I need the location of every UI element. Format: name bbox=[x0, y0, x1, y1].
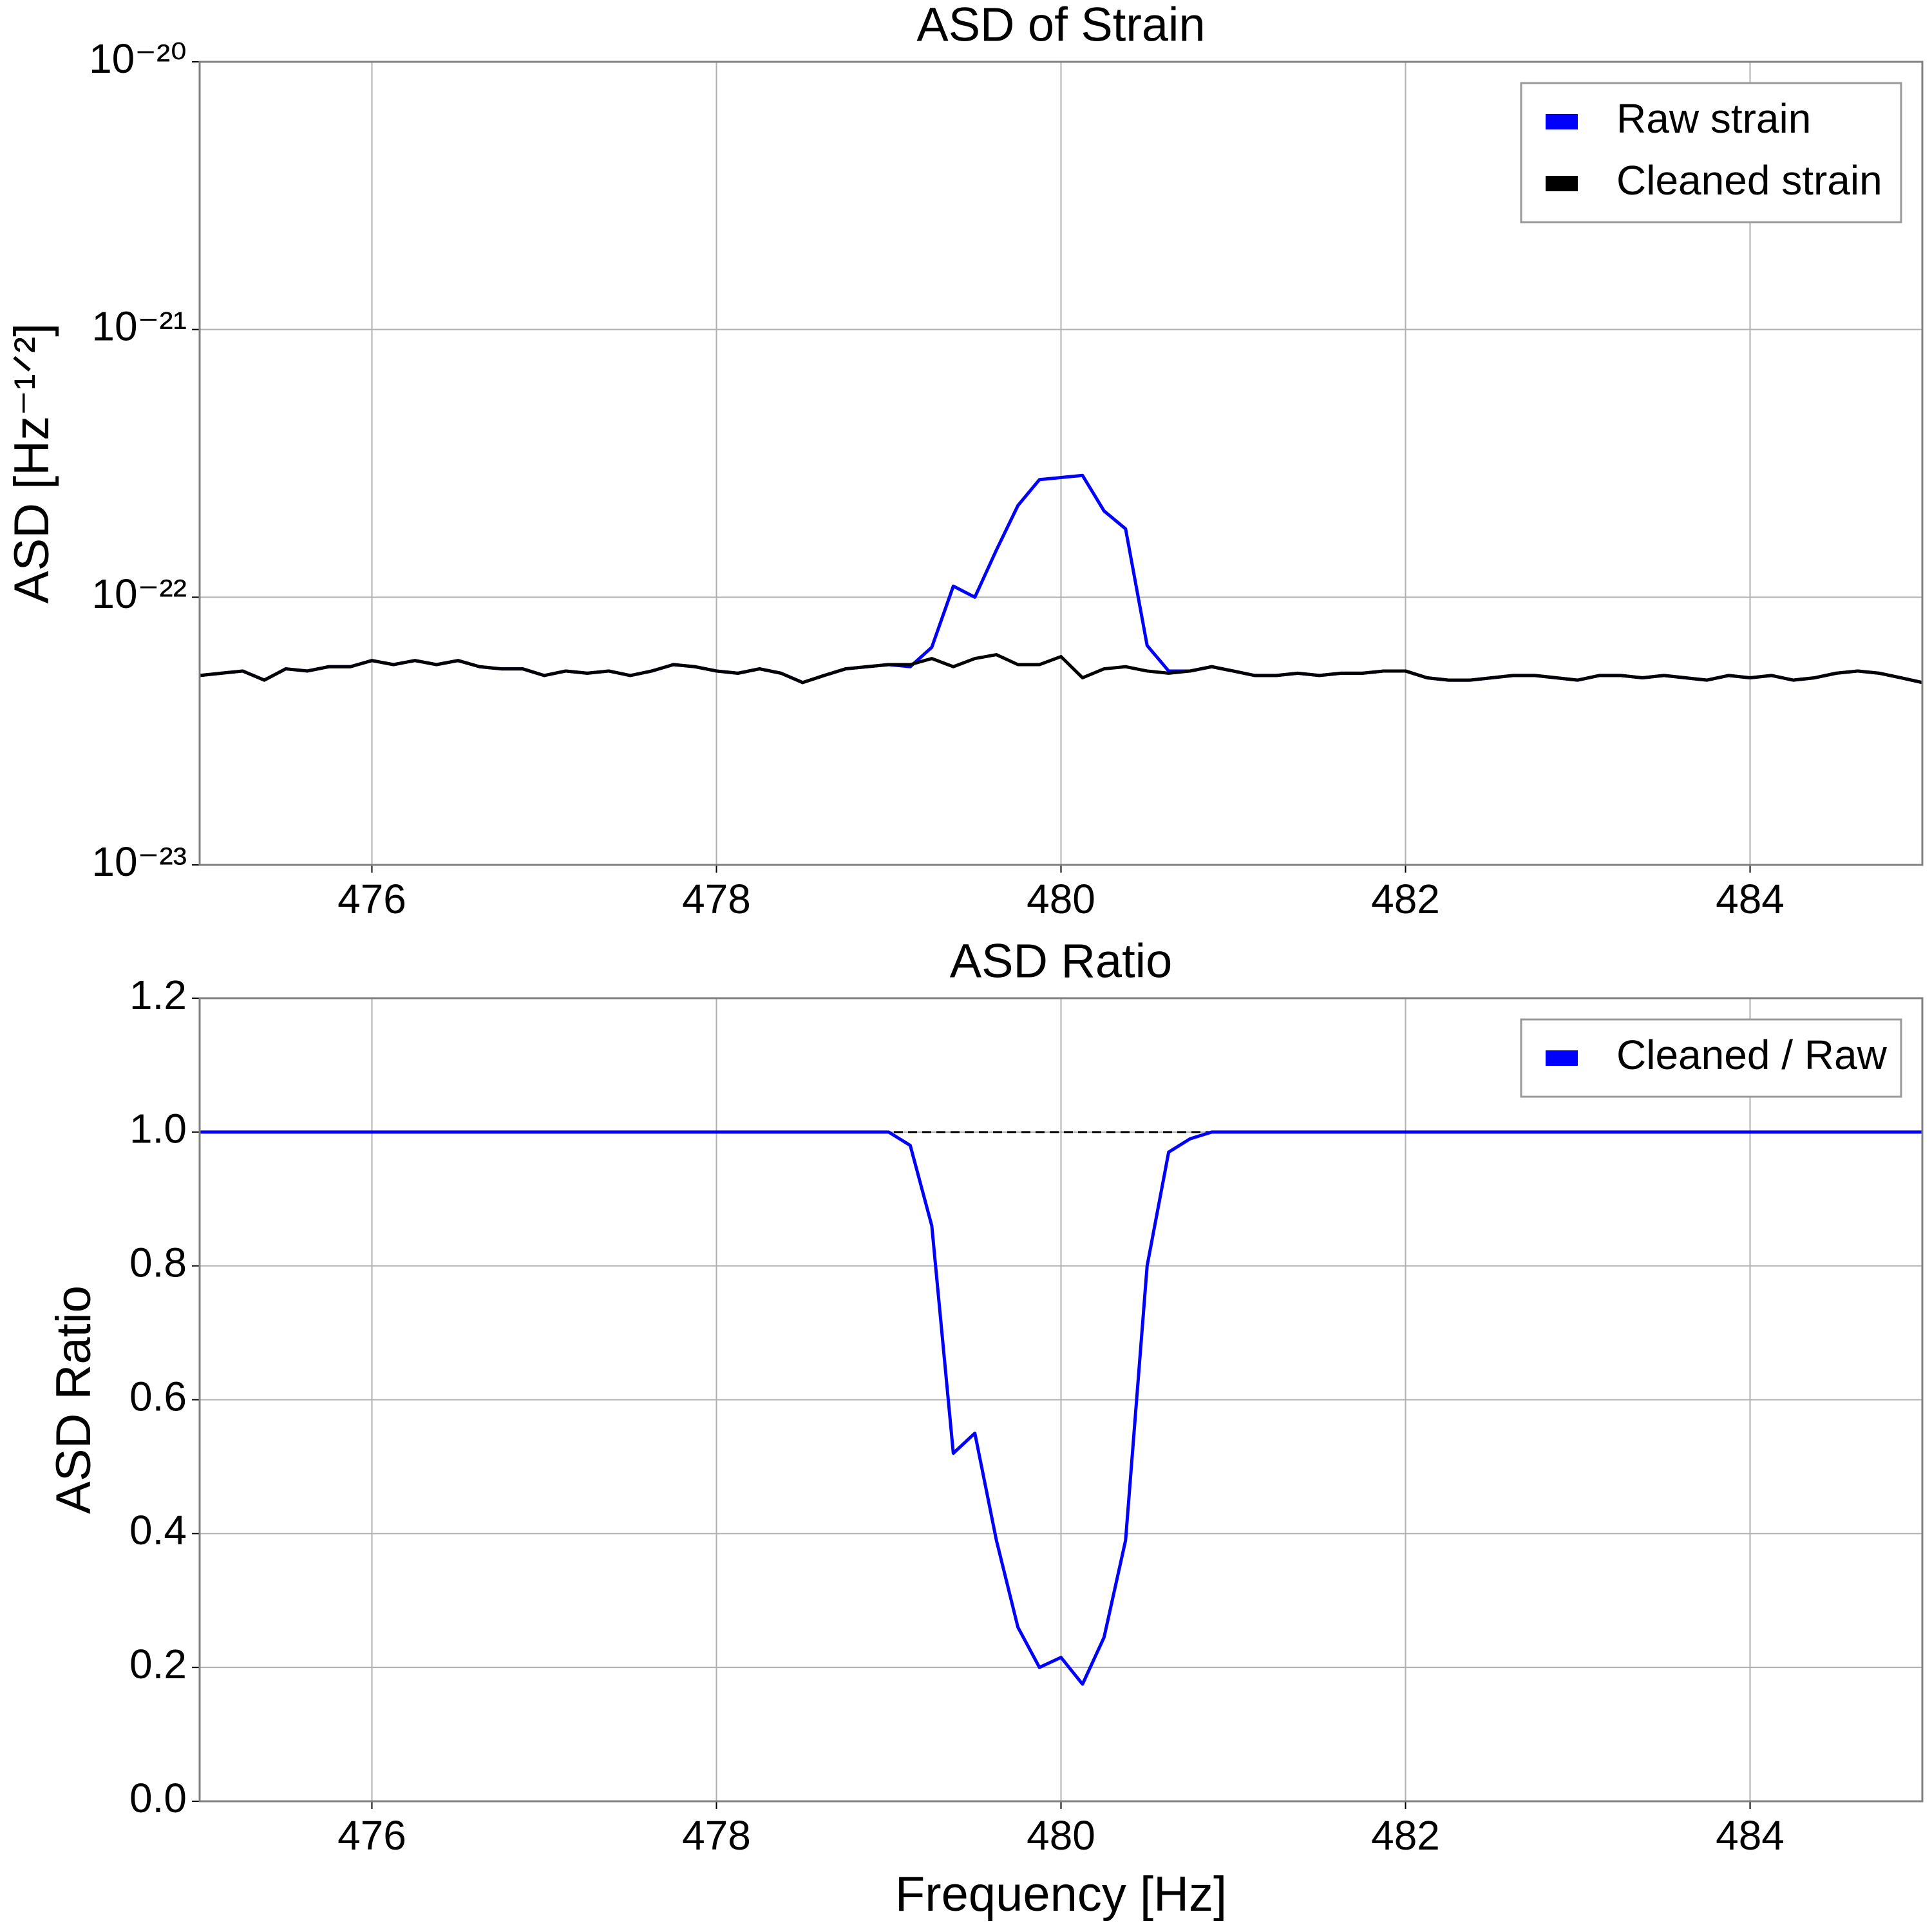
chart-title: ASD Ratio bbox=[950, 934, 1172, 988]
legend-box bbox=[1520, 1018, 1902, 1098]
legend-swatch bbox=[1546, 1050, 1578, 1066]
y-tick-label: 1.2 bbox=[129, 972, 187, 1018]
legend-swatch bbox=[1546, 176, 1578, 191]
series-line bbox=[200, 653, 1922, 685]
legend-label: Cleaned / Raw bbox=[1616, 1032, 1888, 1078]
y-tick-label: 10⁻²² bbox=[91, 571, 187, 617]
y-tick-label: 0.8 bbox=[129, 1240, 187, 1286]
legend-label: Cleaned strain bbox=[1616, 157, 1882, 204]
y-tick-label: 0.4 bbox=[129, 1507, 187, 1553]
plot-lines bbox=[200, 473, 1922, 685]
y-tick-label: 10⁻²⁰ bbox=[89, 35, 187, 82]
x-axis-label: Frequency [Hz] bbox=[895, 1867, 1227, 1922]
y-tick-label: 1.0 bbox=[129, 1106, 187, 1152]
y-axis-label: ASD Ratio bbox=[46, 1285, 101, 1514]
x-tick-label: 482 bbox=[1371, 876, 1440, 922]
x-tick-label: 484 bbox=[1716, 876, 1785, 922]
x-tick-label: 482 bbox=[1371, 1812, 1440, 1859]
chart-title: ASD of Strain bbox=[916, 0, 1205, 52]
plot-frame bbox=[198, 61, 1924, 866]
x-tick-label: 480 bbox=[1027, 876, 1095, 922]
x-tick-label: 478 bbox=[682, 1812, 751, 1859]
x-tick-label: 476 bbox=[337, 1812, 406, 1859]
legend-box bbox=[1520, 82, 1902, 223]
y-axis-label: ASD [Hz⁻¹ᐟ²] bbox=[5, 323, 59, 603]
x-tick-label: 480 bbox=[1027, 1812, 1095, 1859]
y-tick-label: 10⁻²³ bbox=[91, 838, 187, 885]
y-tick-label: 0.2 bbox=[129, 1641, 187, 1687]
x-tick-label: 484 bbox=[1716, 1812, 1785, 1859]
legend-label: Raw strain bbox=[1616, 95, 1811, 142]
y-tick-label: 0.6 bbox=[129, 1373, 187, 1419]
plot-frame bbox=[198, 997, 1924, 1803]
series-line bbox=[200, 1130, 1922, 1686]
x-tick-label: 476 bbox=[337, 876, 406, 922]
y-tick-label: 0.0 bbox=[129, 1775, 187, 1821]
legend-swatch bbox=[1546, 114, 1578, 129]
x-tick-label: 478 bbox=[682, 876, 751, 922]
plot-lines bbox=[200, 1130, 1922, 1686]
y-tick-label: 10⁻²¹ bbox=[91, 303, 187, 350]
